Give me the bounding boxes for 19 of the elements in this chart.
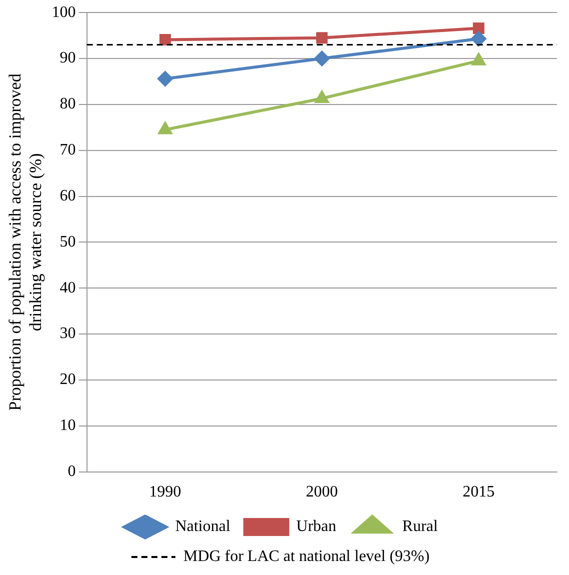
legend-label: Rural [402,518,438,536]
y-tick-label: 60 [60,187,76,204]
y-axis-title: Proportion of population with access to improved drinking water source (%) [6,73,46,411]
y-tick-label: 50 [60,233,76,250]
x-tick-label: 2015 [462,484,495,501]
y-tick-label: 100 [52,4,76,21]
y-tick-label: 0 [68,463,76,480]
y-tick-label: 80 [60,96,76,113]
x-tick-label: 2000 [306,484,338,501]
legend-label: MDG for LAC at national level (93%) [183,548,430,566]
y-tick-label: 20 [60,371,76,388]
x-tick-label: 1990 [149,484,182,501]
y-tick-label: 30 [60,325,76,342]
y-tick-label: 10 [60,417,76,434]
legend-label: National [175,518,231,536]
y-tick-label: 40 [60,279,76,296]
legend-label: Urban [296,518,336,536]
y-tick-label: 90 [60,50,76,67]
y-tick-label: 70 [60,142,76,159]
